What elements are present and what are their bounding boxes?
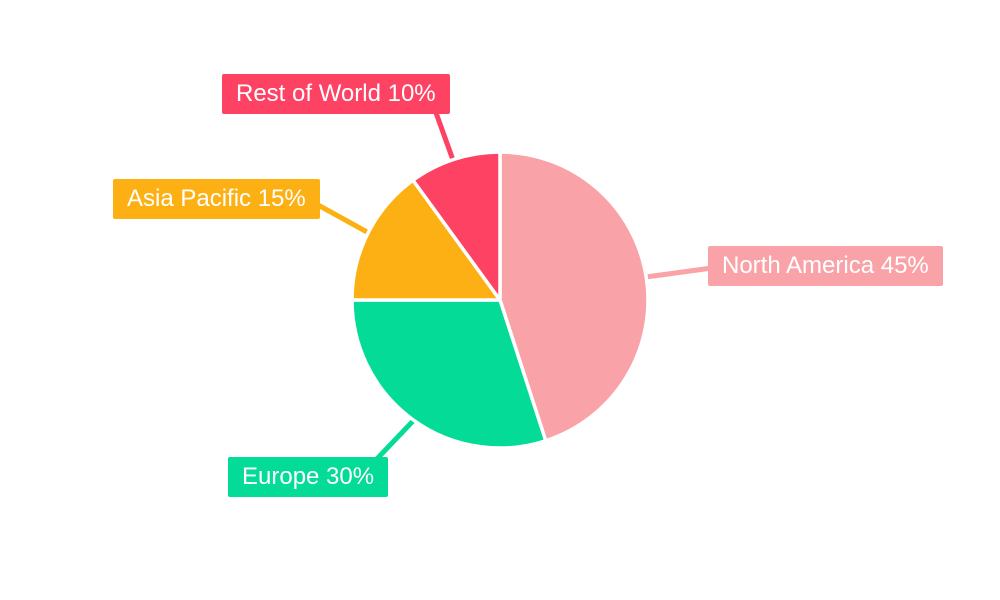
- leader-line-rest-of-world: [432, 107, 456, 163]
- pie-slice-north-america[interactable]: [498, 150, 650, 443]
- leader-line-north-america: [643, 265, 715, 280]
- slice-label-north-america: North America 45%: [708, 246, 943, 286]
- slice-label-europe: Europe 30%: [228, 457, 389, 497]
- leader-line-europe: [370, 418, 416, 466]
- slice-label-asia-pacific: Asia Pacific 15%: [113, 179, 320, 219]
- pie-slice-rest-of-world[interactable]: [411, 150, 502, 302]
- pie-slice-asia-pacific[interactable]: [350, 178, 502, 302]
- slice-label-rest-of-world: Rest of World 10%: [222, 74, 450, 114]
- pie-slice-europe[interactable]: [350, 298, 548, 450]
